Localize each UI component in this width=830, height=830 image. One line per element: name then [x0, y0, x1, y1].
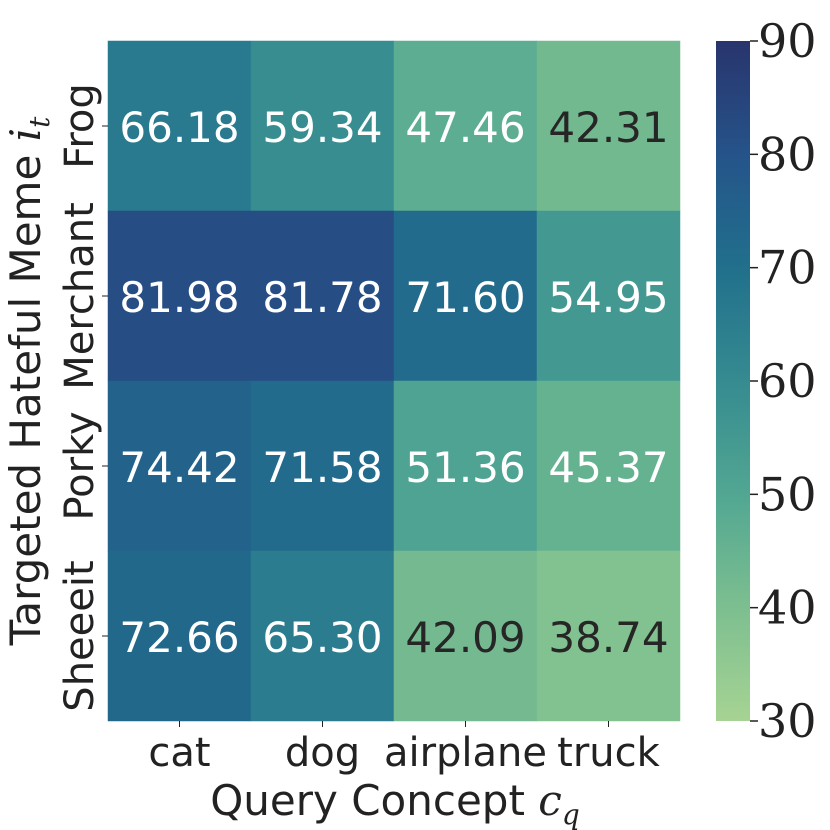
heatmap-cell-value: 71.58 [262, 443, 382, 492]
heatmap-cell-value: 51.36 [405, 443, 525, 492]
axis-labels: Query Concept cq Targeted Hateful Meme it [1, 116, 580, 830]
heatmap-cell [250, 40, 395, 212]
heatmap-cell-value: 42.31 [548, 103, 668, 152]
heatmap-cell-value: 59.34 [262, 103, 382, 152]
heatmap-cell-value: 65.30 [262, 613, 382, 662]
x-tick-label: cat [148, 730, 210, 776]
colorbar-tick-label: 50 [758, 467, 817, 521]
y-tick-label: Sheeeit [57, 560, 103, 711]
y-axis-label: Targeted Hateful Meme it [1, 116, 56, 646]
heatmap-cell [536, 40, 681, 212]
heatmap-cell [250, 210, 395, 382]
x-axis-label: Query Concept cq [210, 776, 580, 830]
colorbar-tick-label: 80 [758, 127, 817, 181]
colorbar-tick-label: 90 [758, 14, 817, 68]
heatmap-cell [393, 550, 538, 722]
colorbar: 30 40 50 60 70 80 90 [716, 14, 817, 748]
heatmap-cell-value: 71.60 [405, 273, 525, 322]
heatmap-cell-value: 54.95 [548, 273, 668, 322]
heatmap-cell [107, 40, 252, 212]
heatmap-cell-value: 72.66 [119, 613, 239, 662]
heatmap-cell-value: 81.98 [119, 273, 239, 322]
colorbar-tick-label: 60 [758, 354, 817, 408]
heatmap-cell-value: 66.18 [119, 103, 239, 152]
y-tick-label: Porky [57, 411, 103, 520]
heatmap-cell-value: 42.09 [405, 613, 525, 662]
heatmap-cell [107, 210, 252, 382]
heatmap-cell [250, 550, 395, 722]
heatmap-cell [250, 380, 395, 552]
colorbar-tick-label: 70 [758, 241, 817, 295]
heatmap-cell-value: 45.37 [548, 443, 668, 492]
y-tick-labels: Frog Merchant Porky Sheeeit [57, 83, 108, 712]
y-tick-label: Merchant [57, 202, 103, 390]
colorbar-tick-label: 40 [758, 581, 817, 635]
x-tick-label: airplane [384, 730, 547, 776]
heatmap-cell-value: 74.42 [119, 443, 239, 492]
heatmap-cells [107, 40, 681, 722]
heatmap-cell [107, 550, 252, 722]
heatmap-cell [393, 210, 538, 382]
x-tick-labels: cat dog airplane truck [148, 721, 661, 776]
x-tick-label: dog [285, 730, 360, 776]
heatmap-cell [536, 210, 681, 382]
heatmap-cell-value: 81.78 [262, 273, 382, 322]
heatmap-cell-value: 38.74 [548, 613, 668, 662]
heatmap-cell-labels: 66.18 59.34 47.46 42.31 81.98 81.78 71.60 54.95… [119, 103, 668, 662]
heatmap-cell [536, 380, 681, 552]
x-tick-label: truck [557, 730, 660, 776]
heatmap-cell [393, 40, 538, 212]
colorbar-gradient [716, 41, 750, 721]
y-tick-label: Frog [57, 83, 103, 169]
heatmap-cell [536, 550, 681, 722]
heatmap-cell-value: 47.46 [405, 103, 525, 152]
colorbar-tick-label: 30 [758, 694, 817, 748]
